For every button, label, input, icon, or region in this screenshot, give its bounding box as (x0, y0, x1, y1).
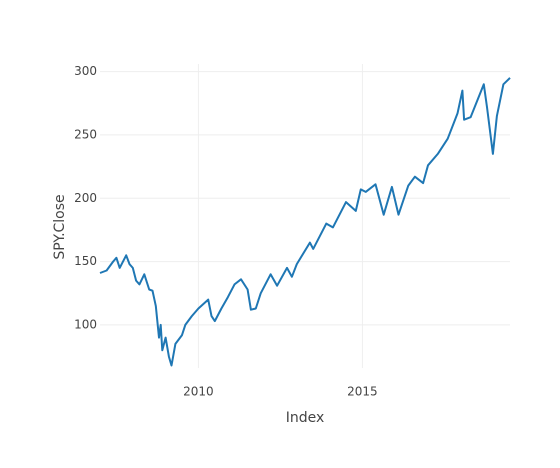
y-axis-title: SPY.Close (52, 194, 68, 259)
line (99, 77, 511, 367)
x-axis-title: Index (286, 410, 325, 426)
y-tick-label: 200 (74, 191, 97, 205)
y-tick-label: 250 (74, 127, 97, 141)
y-tick-label: 300 (74, 64, 97, 78)
y-tick-label: 100 (74, 317, 97, 331)
y-tick-label: 150 (74, 254, 97, 268)
x-tick-label: 2015 (347, 385, 378, 399)
x-tick-label: 2010 (183, 385, 214, 399)
